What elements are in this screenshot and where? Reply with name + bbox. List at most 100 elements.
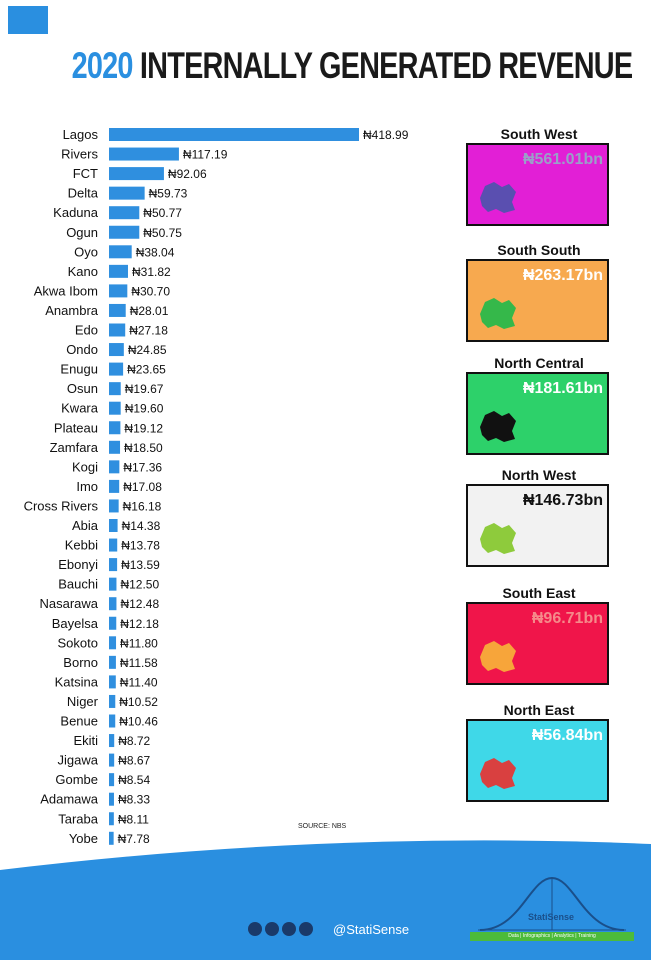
value-label: ₦8.33: [118, 793, 150, 807]
region-box: ₦561.01bn: [466, 143, 609, 226]
revenue-bar: [109, 264, 128, 278]
state-label: Ogun: [66, 225, 98, 240]
region-value: ₦561.01bn: [522, 151, 603, 168]
state-label: Akwa Ibom: [34, 283, 98, 298]
state-label: Kogi: [72, 459, 98, 474]
value-label: ₦8.11: [118, 812, 149, 826]
instagram-icon[interactable]: [299, 922, 313, 936]
state-label: Kwara: [61, 401, 99, 416]
region-value: ₦263.17bn: [522, 267, 603, 284]
state-label: Rivers: [61, 147, 98, 162]
revenue-bar: [109, 147, 179, 161]
title-year: 2020: [71, 45, 134, 86]
state-label: Jigawa: [58, 753, 99, 768]
state-label: FCT: [73, 166, 98, 181]
state-label: Oyo: [74, 244, 98, 259]
twitter-icon[interactable]: [248, 922, 262, 936]
state-label: Anambra: [45, 303, 99, 318]
revenue-bar: [109, 167, 164, 181]
state-label: Bauchi: [58, 577, 98, 592]
region-title: South South: [497, 242, 581, 258]
corner-tab: [8, 6, 48, 34]
revenue-bar: [109, 616, 117, 630]
state-label: Niger: [67, 694, 99, 709]
value-label: ₦117.19: [183, 148, 228, 162]
region-value: ₦181.61bn: [522, 380, 603, 397]
value-label: ₦50.77: [143, 206, 182, 220]
region-title: North East: [503, 702, 575, 718]
revenue-bar: [109, 479, 120, 493]
social-handle[interactable]: @StatiSense: [333, 922, 410, 937]
region-value: ₦146.73bn: [522, 492, 603, 509]
revenue-bar: [109, 636, 117, 650]
value-label: ₦8.54: [118, 773, 150, 787]
facebook-icon[interactable]: [265, 922, 279, 936]
state-label: Gombe: [55, 772, 98, 787]
value-label: ₦19.67: [125, 382, 164, 396]
region-map-icon: [480, 641, 516, 672]
state-label: Abia: [72, 518, 99, 533]
state-label: Cross Rivers: [24, 498, 99, 513]
value-label: ₦27.18: [129, 324, 168, 338]
value-label: ₦10.52: [119, 695, 158, 709]
state-label: Benue: [60, 714, 98, 729]
state-label: Kebbi: [65, 538, 98, 553]
state-label: Imo: [76, 479, 98, 494]
revenue-bar: [109, 831, 114, 845]
value-label: ₦19.60: [125, 402, 164, 416]
value-label: ₦18.50: [124, 441, 163, 455]
value-label: ₦30.70: [131, 284, 170, 298]
value-label: ₦8.67: [118, 754, 150, 768]
value-label: ₦59.73: [149, 187, 188, 201]
state-label: Yobe: [69, 831, 98, 846]
revenue-bar: [109, 812, 114, 826]
value-label: ₦11.58: [120, 656, 158, 670]
value-label: ₦418.99: [363, 128, 409, 142]
state-label: Lagos: [63, 127, 99, 142]
region-map-icon: [480, 298, 516, 329]
region-map-icon: [480, 411, 516, 442]
revenue-bar: [109, 421, 121, 435]
revenue-bar: [109, 362, 124, 376]
state-label: Delta: [68, 186, 99, 201]
state-label: Sokoto: [58, 635, 98, 650]
brand-tagline: Data | Infographics | Analytics | Traini…: [470, 932, 634, 941]
state-label: Ondo: [66, 342, 98, 357]
value-label: ₦11.40: [120, 675, 158, 689]
value-label: ₦12.50: [120, 578, 159, 592]
revenue-bar: [109, 206, 140, 220]
region-box: ₦181.61bn: [466, 372, 609, 455]
social-icons[interactable]: [248, 922, 313, 936]
revenue-bar: [109, 577, 117, 591]
value-label: ₦12.48: [120, 597, 159, 611]
revenue-bar: [109, 186, 145, 200]
revenue-bar: [109, 538, 118, 552]
value-label: ₦17.08: [123, 480, 162, 494]
revenue-bar: [109, 401, 121, 415]
region-map-icon: [480, 182, 516, 213]
value-label: ₦10.46: [119, 715, 158, 729]
value-label: ₦50.75: [143, 226, 182, 240]
revenue-bar: [109, 225, 140, 239]
value-label: ₦13.59: [121, 558, 160, 572]
source-note: SOURCE: NBS: [298, 823, 347, 830]
revenue-bar: [109, 597, 117, 611]
revenue-bar: [109, 323, 126, 337]
value-label: ₦11.80: [120, 636, 158, 650]
state-label: Ekiti: [73, 733, 98, 748]
region-title: North West: [501, 467, 577, 483]
revenue-bar: [109, 773, 115, 787]
revenue-bar: [109, 675, 116, 689]
value-label: ₦7.78: [118, 832, 150, 846]
value-label: ₦31.82: [132, 265, 171, 279]
value-label: ₦38.04: [136, 245, 175, 259]
value-label: ₦17.36: [123, 460, 162, 474]
revenue-bar: [109, 499, 119, 513]
region-title: North Central: [494, 355, 584, 371]
title-text: INTERNALLY GENERATED REVENUE: [139, 45, 633, 86]
value-label: ₦14.38: [122, 519, 161, 533]
linkedin-icon[interactable]: [282, 922, 296, 936]
page-title: 2020 INTERNALLY GENERATED REVENUE: [71, 45, 633, 87]
state-label: Edo: [75, 323, 98, 338]
